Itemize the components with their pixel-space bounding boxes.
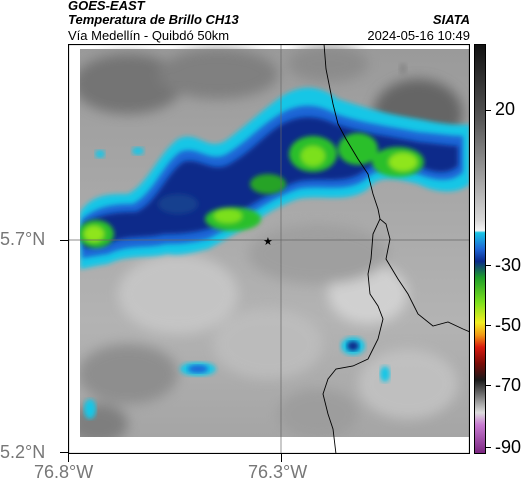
colorbar-tick-mark [486,385,491,386]
border-lines [322,44,470,454]
map-frame [68,44,470,454]
colorbar [474,44,486,454]
satellite-map[interactable]: ★ [68,44,470,454]
x-tick-mark [281,454,282,462]
colorbar-tick-mark [486,110,491,111]
location-marker[interactable]: ★ [263,235,273,248]
map-canvas: ★ [68,44,470,454]
colorbar-label: 20 [495,99,516,119]
colorbar-label: -70 [495,375,522,395]
colorbar-tick-mark [486,447,491,448]
y-tick-label: 5.7°N [0,229,46,249]
colorbar-tick-mark [486,325,491,326]
product-title: Temperatura de Brillo CH13 [68,12,239,27]
y-tick-mark [60,240,68,241]
x-tick-label: 76.8°W [34,462,94,482]
colorbar-label: -30 [495,255,522,275]
satellite-title: GOES-EAST [68,0,145,13]
x-tick-mark [68,454,69,462]
x-tick-label: 76.3°W [248,462,308,482]
cold-cloud-band [78,63,470,419]
source-label: SIATA [432,12,470,27]
datetime-label: 2024-05-16 10:49 [367,28,470,43]
colorbar-label: -50 [495,315,522,335]
y-tick-mark [60,452,68,453]
colorbar-label: -90 [495,437,522,457]
y-tick-label: 5.2°N [0,442,46,462]
location-subtitle: Vía Medellín - Quibdó 50km [68,28,230,43]
colorbar-tick-mark [486,265,491,266]
